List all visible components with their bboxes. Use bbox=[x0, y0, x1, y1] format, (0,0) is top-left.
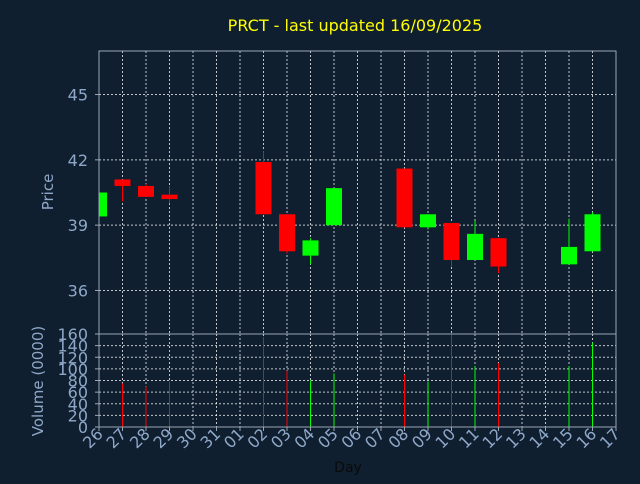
volume-tick-label: 60 bbox=[68, 383, 88, 402]
candle-body bbox=[490, 238, 507, 267]
x-tick-label: 17 bbox=[596, 424, 624, 452]
volume-tick-label: 100 bbox=[57, 360, 88, 379]
volume-tick-label: 0 bbox=[78, 418, 88, 437]
price-tick-label: 45 bbox=[68, 86, 88, 105]
candle-body bbox=[99, 192, 107, 217]
volume-tick-label: 160 bbox=[57, 325, 88, 344]
candle-body bbox=[255, 162, 272, 215]
volume-tick-label: 40 bbox=[68, 395, 88, 414]
price-panel: 36 39 42 45 bbox=[68, 50, 617, 335]
candle-body bbox=[396, 168, 413, 228]
volume-axis-label: Volume (0000) bbox=[29, 326, 47, 436]
candle-body bbox=[467, 233, 483, 260]
candle-body bbox=[561, 246, 577, 265]
candle-body bbox=[114, 179, 131, 186]
price-tick-label: 39 bbox=[68, 216, 88, 235]
volume-tick-label: 20 bbox=[68, 406, 88, 425]
chart-title: PRCT - last updated 16/09/2025 bbox=[228, 16, 483, 35]
candle-body bbox=[161, 194, 178, 200]
candle-body bbox=[443, 222, 460, 260]
price-axis-label: Price bbox=[39, 174, 57, 211]
price-tick-label: 42 bbox=[68, 151, 88, 170]
candle-body bbox=[326, 188, 342, 226]
candle-body bbox=[420, 214, 436, 228]
volume-tick-label: 80 bbox=[68, 372, 88, 391]
x-tick-labels: 2627282930310102030405060708091011121314… bbox=[79, 424, 624, 452]
candle-body bbox=[302, 240, 319, 256]
candle-body bbox=[584, 214, 601, 252]
candle-body bbox=[138, 185, 154, 197]
price-tick-label: 36 bbox=[68, 281, 88, 300]
x-axis-label: Day bbox=[334, 460, 362, 476]
volume-tick-label: 120 bbox=[57, 348, 88, 367]
volume-tick-label: 140 bbox=[57, 337, 88, 356]
candle-body bbox=[279, 214, 295, 252]
